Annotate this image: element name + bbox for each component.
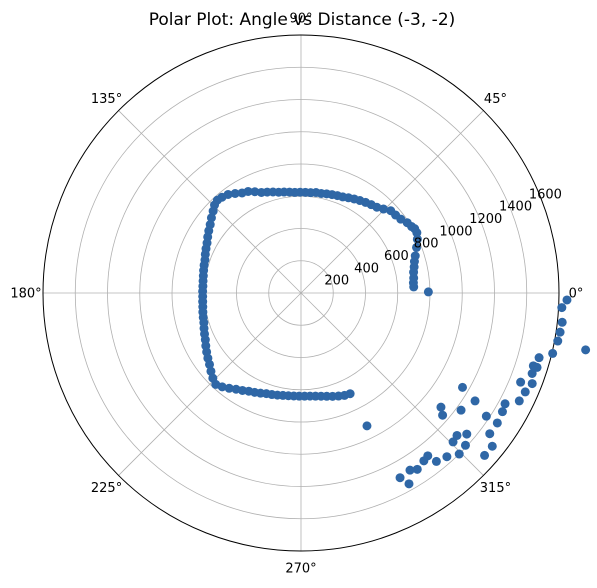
data-point — [485, 429, 495, 439]
data-point — [520, 387, 530, 397]
data-point — [492, 418, 502, 428]
data-point — [431, 456, 441, 466]
data-point — [362, 421, 372, 431]
theta-tick-label: 135° — [91, 92, 122, 107]
data-point — [230, 188, 240, 198]
theta-tick-label: 45° — [484, 92, 507, 107]
radial-tick-label: 1000 — [439, 224, 472, 239]
r-gridline — [268, 260, 334, 326]
data-point — [206, 366, 216, 376]
data-point — [497, 407, 507, 417]
data-point — [412, 242, 422, 252]
radial-tick-label: 800 — [414, 237, 439, 252]
data-point — [481, 411, 491, 421]
data-point — [442, 452, 452, 462]
data-point — [553, 336, 563, 346]
r-gridline — [107, 99, 495, 487]
data-point — [256, 187, 266, 197]
data-point — [412, 234, 422, 244]
data-point — [454, 449, 464, 459]
r-gridline — [236, 228, 366, 358]
data-point — [457, 382, 467, 392]
data-point — [206, 213, 216, 223]
chart-title: Polar Plot: Angle vs Distance (-3, -2) — [149, 10, 456, 30]
data-point — [405, 465, 415, 475]
data-point — [500, 399, 510, 409]
data-point — [412, 464, 422, 474]
data-point — [562, 295, 572, 305]
theta-tick-label: 270° — [285, 562, 316, 577]
data-point — [470, 396, 480, 406]
data-point — [217, 382, 227, 392]
polar-spine — [42, 34, 560, 552]
data-point — [345, 389, 355, 399]
data-point — [555, 327, 565, 337]
data-point — [534, 353, 544, 363]
data-point — [436, 402, 446, 412]
data-point — [386, 206, 396, 216]
r-gridline — [74, 66, 528, 520]
radial-tick-label: 200 — [324, 274, 349, 289]
data-point — [528, 361, 538, 371]
radial-tick-label: 1200 — [469, 212, 502, 227]
data-point — [452, 430, 462, 440]
data-point — [581, 345, 591, 355]
data-point — [250, 187, 260, 197]
theta-tick-label: 0° — [569, 287, 584, 302]
data-point — [548, 348, 558, 358]
data-point — [557, 303, 567, 313]
data-point — [205, 359, 215, 369]
radial-tick-label: 600 — [384, 249, 409, 264]
theta-tick-labels: 0° 45° 90° 135° 180° 225° 270° 315° — [10, 12, 583, 577]
data-point — [514, 396, 524, 406]
radial-tick-label: 1400 — [499, 200, 532, 215]
data-point — [419, 456, 429, 466]
data-point — [527, 368, 537, 378]
data-point — [237, 188, 247, 198]
data-point — [423, 287, 433, 297]
theta-tick-label: 180° — [10, 287, 41, 302]
data-points — [198, 186, 591, 489]
data-point — [557, 317, 567, 327]
radial-tick-label: 400 — [354, 261, 379, 276]
theta-tick-label: 315° — [480, 481, 511, 496]
data-point — [487, 441, 497, 451]
data-point — [395, 473, 405, 483]
data-point — [527, 379, 537, 389]
data-point — [438, 410, 448, 420]
data-point — [448, 437, 458, 447]
data-point — [460, 440, 470, 450]
data-point — [480, 450, 490, 460]
data-point — [410, 251, 420, 261]
data-point — [462, 429, 472, 439]
theta-tick-label: 90° — [289, 12, 312, 27]
data-point — [456, 405, 466, 415]
data-point — [404, 479, 414, 489]
r-gridline — [139, 131, 463, 455]
data-point — [208, 206, 218, 216]
polar-grid — [42, 34, 560, 552]
data-point — [224, 383, 234, 393]
data-point — [516, 377, 526, 387]
theta-tick-label: 225° — [91, 481, 122, 496]
radial-tick-label: 1600 — [529, 187, 562, 202]
